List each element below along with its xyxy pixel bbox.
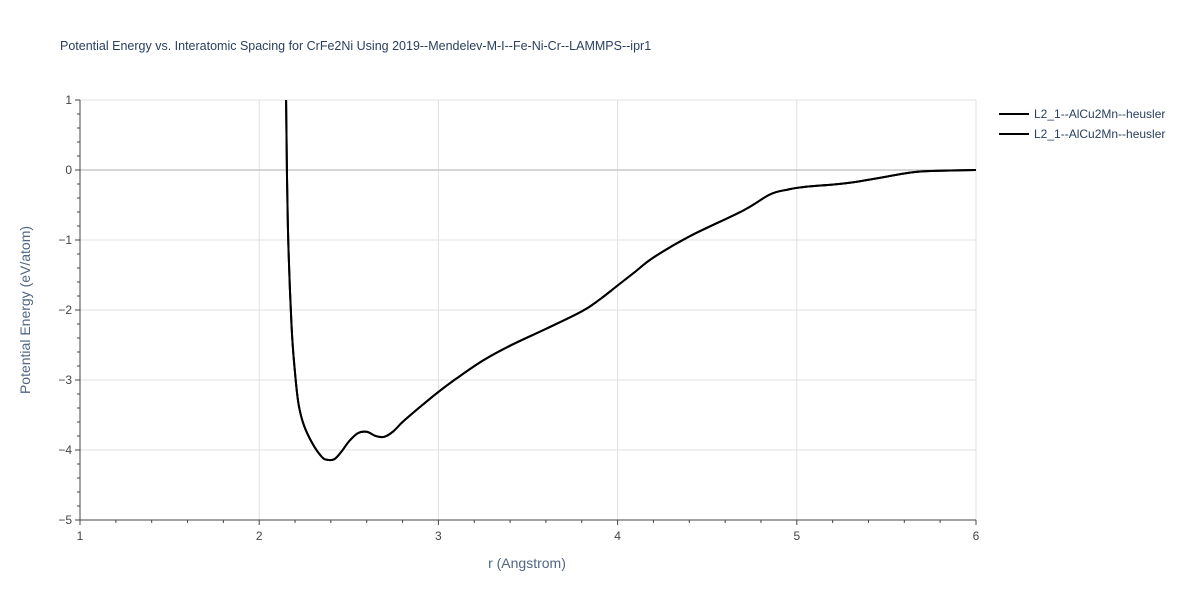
series-line-1 [285, 100, 976, 462]
legend[interactable]: L2_1--AlCu2Mn--heusler L2_1--AlCu2Mn--heu… [999, 107, 1165, 141]
y-tick-label: 1 [65, 93, 72, 107]
x-tick-label: 5 [793, 529, 800, 543]
x-tick-label: 2 [256, 529, 263, 543]
y-tick-label: −2 [58, 303, 72, 317]
x-tick-label: 1 [77, 529, 84, 543]
series-line-2 [285, 100, 976, 462]
legend-label: L2_1--AlCu2Mn--heusler [1034, 127, 1165, 141]
x-tick-label: 4 [614, 529, 621, 543]
grid-layer [80, 99, 977, 520]
x-axis-title: r (Angstrom) [488, 555, 566, 571]
y-axis-title: Potential Energy (eV/atom) [17, 226, 33, 394]
y-tick-label: −3 [58, 373, 72, 387]
y-tick-label: −5 [58, 513, 72, 527]
y-tick-label: 0 [65, 163, 72, 177]
y-tick-label: −4 [58, 443, 72, 457]
chart-title: Potential Energy vs. Interatomic Spacing… [60, 39, 651, 53]
series-layer [285, 100, 976, 462]
x-tick-label: 3 [435, 529, 442, 543]
legend-item-1[interactable]: L2_1--AlCu2Mn--heusler [999, 107, 1165, 121]
legend-item-2[interactable]: L2_1--AlCu2Mn--heusler [999, 127, 1165, 141]
axis-layer: 1 2 3 4 5 6 1 0 −1 −2 −3 −4 −5 [58, 93, 979, 543]
y-tick-label: −1 [58, 233, 72, 247]
x-tick-label: 6 [973, 529, 980, 543]
legend-label: L2_1--AlCu2Mn--heusler [1034, 107, 1165, 121]
